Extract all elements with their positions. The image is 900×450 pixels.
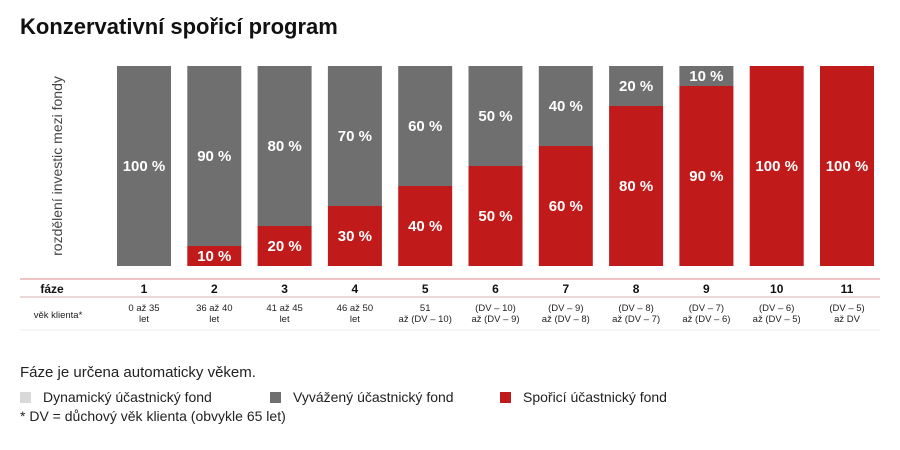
legend-label-balanced: Vyvážený účastnický fond [293,389,454,405]
age-range-label: 46 až 50 [337,303,373,314]
bar-value-label: 50 % [478,208,512,225]
age-row-header: věk klienta* [34,310,83,321]
legend-swatch-dynamic [20,391,31,403]
legend-item-dynamic: Dynamický účastnický fond [20,389,212,405]
bar-value-label: 70 % [338,128,372,145]
age-range-label: let [350,314,360,325]
bar-segment [187,66,242,246]
phase-number: 9 [703,282,710,296]
age-range-label: až (DV – 8) [542,314,590,325]
phase-number: 4 [352,282,359,296]
legend-label-savings: Spořicí účastnický fond [523,389,667,405]
legend-item-savings: Spořicí účastnický fond [500,389,667,405]
bar-value-label: 90 % [197,148,231,165]
phase-number: 6 [492,282,499,296]
legend-item-balanced: Vyvážený účastnický fond [270,389,454,405]
phase-row-header: fáze [40,282,64,296]
age-range-label: (DV – 7) [689,303,724,314]
age-range-label: (DV – 6) [759,303,794,314]
age-range-label: až (DV – 9) [471,314,519,325]
bar-segment [117,66,171,266]
age-range-label: 41 až 45 [266,303,302,314]
bar-segment [398,186,453,266]
bar-value-label: 30 % [338,228,372,245]
bar-value-label: 80 % [267,138,301,155]
bars-group: 100 % 10 % 90 % 20 % 80 % 30 % 70 % 40 % 60 % 50 … [117,66,874,266]
phase-number: 7 [562,282,569,296]
bar-segment [327,66,382,206]
bar-segment [820,66,874,266]
age-range-label: let [280,314,290,325]
age-range-label: až DV [834,314,861,325]
bar-value-label: 90 % [689,168,723,185]
age-range-label: 51 [420,303,431,314]
age-range-label: 36 až 40 [196,303,232,314]
age-range-label: až (DV – 5) [753,314,801,325]
bar-value-label: 50 % [478,108,512,125]
phase-number: 8 [633,282,640,296]
bar-value-label: 100 % [123,158,166,175]
age-range-label: až (DV – 7) [612,314,660,325]
bar-segment [538,146,593,266]
bar-segment [398,66,453,186]
bar-segment [679,86,734,266]
bar-segment [679,66,734,86]
phase-number: 11 [841,282,854,296]
bar-value-label: 40 % [408,218,442,235]
phase-number: 10 [770,282,784,296]
phase-number: 3 [281,282,288,296]
age-range-label: (DV – 9) [548,303,583,314]
bar-segment [327,206,382,266]
footnote: * DV = důchový věk klienta (obvykle 65 l… [20,408,286,424]
age-range-label: až (DV – 6) [682,314,730,325]
bar-value-label: 40 % [549,98,583,115]
bar-value-label: 100 % [826,158,869,175]
bar-segment [468,66,523,166]
bar-value-label: 60 % [549,198,583,215]
age-range-label: let [139,314,149,325]
bar-value-label: 60 % [408,118,442,135]
phase-number: 1 [141,282,148,296]
phase-number: 2 [211,282,218,296]
chart-title: Konzervativní spořicí program [20,14,338,39]
legend-label-dynamic: Dynamický účastnický fond [43,389,212,405]
bar-segment [257,226,312,266]
bar-value-label: 80 % [619,178,653,195]
phase-number: 5 [422,282,429,296]
bar-segment [468,166,523,266]
bar-value-label: 10 % [197,248,231,265]
bar-value-label: 20 % [619,78,653,95]
age-range-label: let [209,314,219,325]
bar-segment [609,66,664,106]
stacked-bar-chart: 100 %10 %90 %20 %80 %30 %70 %40 %60 %50 … [20,66,880,331]
bar-segment [187,246,242,266]
bar-segment [257,66,312,226]
age-range-label: (DV – 5) [829,303,864,314]
legend-swatch-savings [500,391,511,403]
bar-value-label: 20 % [267,238,301,255]
bar-segment [749,66,804,266]
bar-segment [538,66,593,146]
bar-segment [609,106,664,266]
phase-note: Fáze je určena automaticky věkem. [20,364,256,381]
age-range-label: (DV – 10) [475,303,516,314]
bar-value-label: 100 % [755,158,798,175]
age-range-label: (DV – 8) [618,303,653,314]
legend-swatch-balanced [270,391,281,403]
age-range-label: 0 až 35 [128,303,159,314]
age-range-label: až (DV – 10) [399,314,452,325]
bar-value-label: 10 % [689,68,723,85]
